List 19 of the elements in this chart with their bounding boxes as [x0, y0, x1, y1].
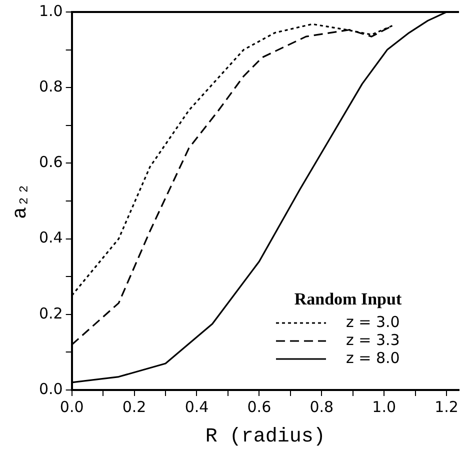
y-tick-label: 0.0	[38, 380, 63, 398]
y-tick-label: 1.0	[38, 2, 63, 20]
x-tick-label: 0.6	[247, 398, 272, 416]
x-tick-label: 0.0	[60, 398, 84, 416]
y-tick-label: 0.4	[38, 228, 63, 247]
x-tick-label: 0.8	[310, 398, 334, 416]
x-axis-title: R (radius)	[205, 425, 326, 448]
x-tick-label: 1.0	[372, 398, 396, 416]
legend-label: z = 8.0	[346, 348, 400, 367]
y-tick-label: 0.6	[38, 153, 63, 172]
x-tick-label: 0.2	[122, 398, 146, 416]
legend-title: Random Input	[294, 289, 402, 308]
x-tick-label: 0.4	[184, 398, 209, 416]
legend-label: z = 3.3	[346, 330, 400, 349]
y-axis-title: a₂₂	[9, 182, 32, 220]
y-tick-label: 0.2	[38, 304, 63, 322]
x-tick-label: 1.2	[434, 398, 458, 416]
y-tick-label: 0.8	[38, 77, 63, 96]
legend-label: z = 3.0	[346, 312, 400, 331]
